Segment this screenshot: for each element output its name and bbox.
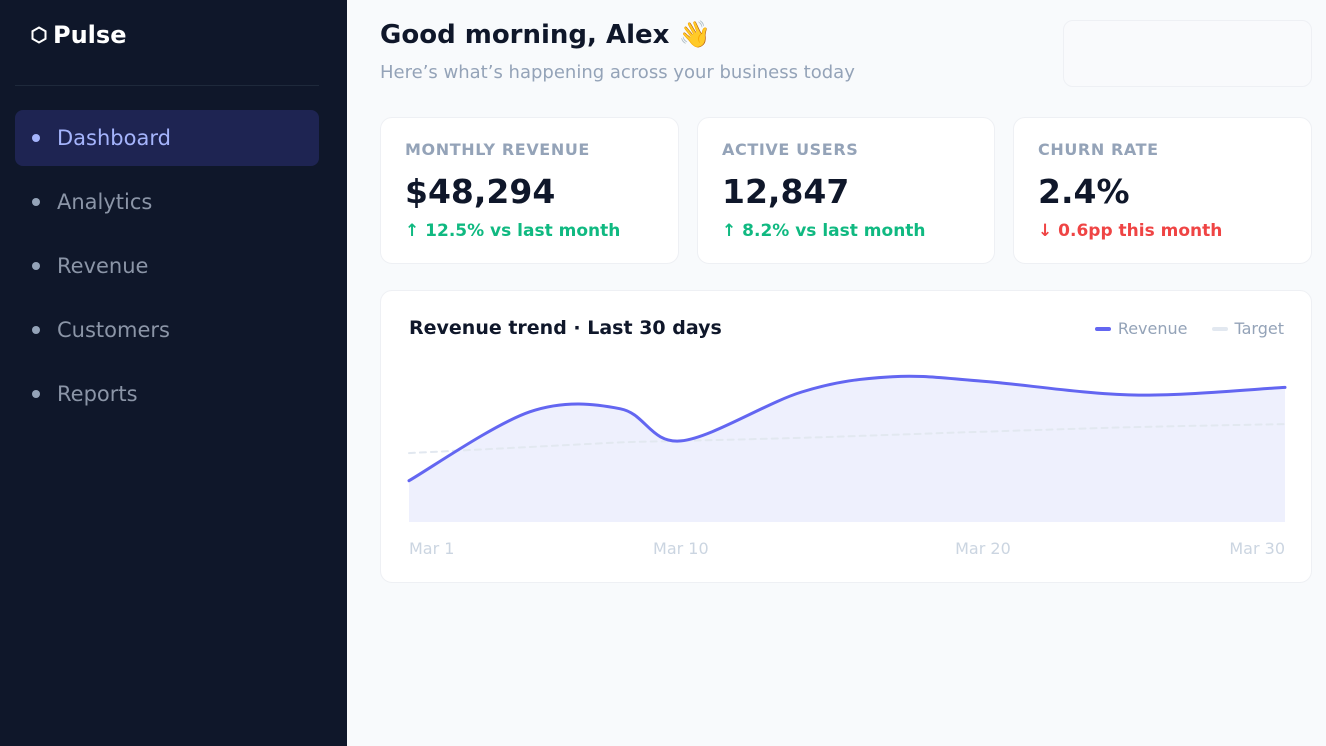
brand-logo[interactable]: Pulse	[31, 21, 126, 49]
sidebar-item-label: Revenue	[57, 254, 149, 278]
kpi-label: ACTIVE USERS	[722, 140, 859, 159]
legend-label: Target	[1234, 319, 1285, 338]
kpi-card-churn-rate: CHURN RATE 2.4% ↓ 0.6pp this month	[1013, 117, 1312, 264]
legend-item-revenue: Revenue	[1094, 319, 1188, 338]
page-title: Good morning, Alex 👋	[380, 20, 711, 50]
kpi-value: $48,294	[405, 172, 556, 211]
kpi-delta: ↑ 12.5% vs last month	[405, 221, 621, 241]
sidebar: Pulse Dashboard Analytics Revenue Custom…	[0, 0, 347, 746]
sidebar-item-label: Analytics	[57, 190, 153, 214]
kpi-delta: ↓ 0.6pp this month	[1038, 221, 1223, 241]
kpi-card-active-users: ACTIVE USERS 12,847 ↑ 8.2% vs last month	[697, 117, 995, 264]
sidebar-item-revenue[interactable]: Revenue	[15, 238, 319, 294]
x-tick-label: Mar 1	[409, 539, 454, 558]
header-action-button[interactable]	[1063, 20, 1312, 87]
revenue-chart: Mar 1 Mar 10 Mar 20 Mar 30	[407, 374, 1287, 558]
sidebar-item-label: Reports	[57, 382, 138, 406]
hexagon-icon	[31, 26, 47, 44]
legend-item-target: Target	[1211, 319, 1285, 338]
kpi-label: CHURN RATE	[1038, 140, 1159, 159]
dot-icon	[32, 134, 40, 142]
revenue-area	[409, 376, 1285, 522]
sidebar-item-dashboard[interactable]: Dashboard	[15, 110, 319, 166]
kpi-value: 2.4%	[1038, 172, 1130, 211]
sidebar-divider	[15, 85, 319, 86]
kpi-delta: ↑ 8.2% vs last month	[722, 221, 926, 241]
sidebar-item-analytics[interactable]: Analytics	[15, 174, 319, 230]
sidebar-nav: Dashboard Analytics Revenue Customers Re…	[15, 110, 319, 430]
chart-title: Revenue trend · Last 30 days	[409, 317, 722, 339]
sidebar-item-customers[interactable]: Customers	[15, 302, 319, 358]
kpi-value: 12,847	[722, 172, 850, 211]
x-tick-label: Mar 30	[1229, 539, 1285, 558]
revenue-series-line	[407, 374, 1287, 483]
dot-icon	[32, 198, 40, 206]
revenue-chart-card: Mar 1 Mar 10 Mar 20 Mar 30 Revenue trend · …	[380, 290, 1312, 583]
sidebar-item-label: Customers	[57, 318, 170, 342]
dot-icon	[32, 390, 40, 398]
sidebar-item-reports[interactable]: Reports	[15, 366, 319, 422]
dot-icon	[32, 262, 40, 270]
target-series-line	[408, 423, 1286, 455]
kpi-label: MONTHLY REVENUE	[405, 140, 590, 159]
x-tick-label: Mar 20	[955, 539, 1011, 558]
kpi-card-monthly-revenue: MONTHLY REVENUE $48,294 ↑ 12.5% vs last …	[380, 117, 679, 264]
x-tick-label: Mar 10	[653, 539, 709, 558]
dot-icon	[32, 326, 40, 334]
legend-swatch	[1211, 326, 1228, 331]
legend-swatch	[1094, 326, 1111, 331]
brand-name: Pulse	[53, 21, 127, 49]
page-subtitle: Here’s what’s happening across your busi…	[380, 62, 855, 83]
legend-label: Revenue	[1117, 319, 1188, 338]
sidebar-item-label: Dashboard	[57, 126, 171, 150]
chart-legend: Revenue Target	[1094, 319, 1285, 338]
